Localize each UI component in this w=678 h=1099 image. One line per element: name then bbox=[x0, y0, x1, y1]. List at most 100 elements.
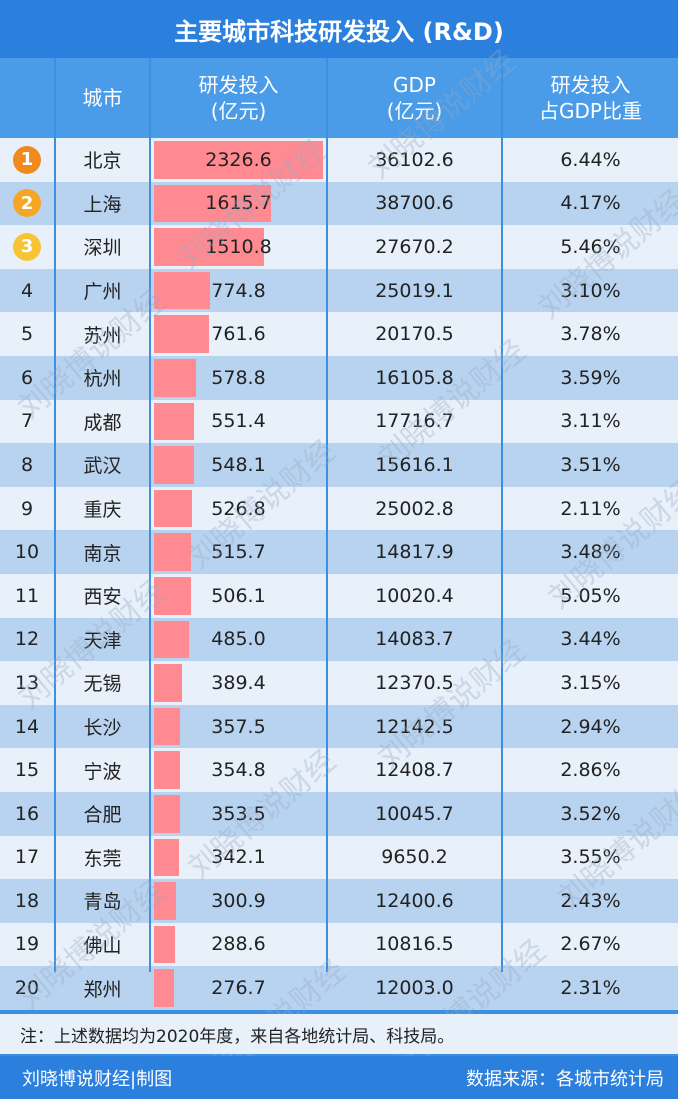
gdp-cell: 12370.5 bbox=[375, 671, 454, 694]
city-cell: 苏州 bbox=[83, 324, 122, 347]
rd-value-label: 354.8 bbox=[211, 759, 266, 782]
rd-value-label: 761.6 bbox=[211, 323, 266, 346]
rd-value-label: 578.8 bbox=[211, 366, 266, 389]
city-cell: 青岛 bbox=[83, 891, 122, 914]
gdp-cell: 12408.7 bbox=[375, 759, 454, 782]
rank-medal-icon: 3 bbox=[13, 232, 41, 261]
rank-cell: 10 bbox=[14, 541, 40, 564]
rank-cell: 15 bbox=[14, 759, 40, 782]
rd-cell: 357.5 bbox=[151, 705, 326, 749]
table-row: 4 广州 774.8 25019.1 3.10% bbox=[0, 268, 678, 313]
ratio-cell: 3.59% bbox=[560, 366, 621, 389]
data-table: 城市 研发投入 (亿元) GDP (亿元) 研发投入 占GDP比重 1 北京 232… bbox=[0, 58, 678, 1010]
rd-bar bbox=[154, 838, 179, 877]
city-cell: 合肥 bbox=[83, 804, 122, 827]
column-divider bbox=[326, 58, 328, 972]
gdp-cell: 10816.5 bbox=[375, 933, 454, 956]
ratio-cell: 2.86% bbox=[560, 759, 621, 782]
rd-value-label: 1510.8 bbox=[205, 235, 272, 258]
header-ratio-line2: 占GDP比重 bbox=[539, 99, 642, 123]
rd-value-label: 389.4 bbox=[211, 671, 266, 694]
header-gdp-line1: GDP bbox=[393, 73, 436, 97]
ratio-cell: 6.44% bbox=[560, 148, 621, 171]
gdp-cell: 10045.7 bbox=[375, 802, 454, 825]
table-row: 18 青岛 300.9 12400.6 2.43% bbox=[0, 879, 678, 923]
footer-source: 数据来源：各城市统计局 bbox=[466, 1068, 664, 1090]
ratio-cell: 3.15% bbox=[560, 671, 621, 694]
gdp-cell: 12003.0 bbox=[375, 977, 454, 1000]
rd-bar bbox=[154, 751, 180, 789]
rd-cell: 506.1 bbox=[151, 574, 326, 618]
ratio-cell: 5.05% bbox=[560, 584, 621, 607]
gdp-cell: 25019.1 bbox=[375, 279, 454, 302]
rank-cell: 6 bbox=[20, 366, 34, 389]
rank-cell: 5 bbox=[20, 323, 34, 346]
city-cell: 上海 bbox=[83, 193, 122, 216]
ratio-cell: 3.10% bbox=[560, 279, 621, 302]
city-cell: 天津 bbox=[83, 629, 122, 652]
ratio-cell: 3.55% bbox=[560, 846, 621, 869]
rank-cell: 13 bbox=[14, 671, 40, 694]
ratio-cell: 2.31% bbox=[560, 977, 621, 1000]
city-cell: 深圳 bbox=[83, 237, 122, 260]
table-row: 6 杭州 578.8 16105.8 3.59% bbox=[0, 355, 678, 400]
rd-value-label: 515.7 bbox=[211, 541, 266, 564]
chart-title: 主要城市科技研发投入 (R&D) bbox=[0, 0, 678, 58]
gdp-cell: 12400.6 bbox=[375, 889, 454, 912]
rd-cell: 353.5 bbox=[151, 792, 326, 836]
ratio-cell: 3.11% bbox=[560, 410, 621, 433]
rd-bar bbox=[154, 141, 323, 179]
rd-value-label: 548.1 bbox=[211, 453, 266, 476]
rd-value-label: 551.4 bbox=[211, 410, 266, 433]
rd-value-label: 353.5 bbox=[211, 802, 266, 825]
rank-medal-icon: 1 bbox=[13, 145, 41, 174]
header-rank bbox=[0, 58, 54, 138]
gdp-cell: 20170.5 bbox=[375, 323, 454, 346]
table-row: 5 苏州 761.6 20170.5 3.78% bbox=[0, 312, 678, 356]
rd-cell: 578.8 bbox=[151, 356, 326, 400]
rd-bar bbox=[154, 620, 190, 659]
city-cell: 南京 bbox=[83, 542, 122, 565]
rd-cell: 551.4 bbox=[151, 400, 326, 444]
city-cell: 杭州 bbox=[83, 368, 122, 391]
rd-cell: 389.4 bbox=[151, 661, 326, 705]
ratio-cell: 2.11% bbox=[560, 497, 621, 520]
rank-cell: 2 bbox=[0, 182, 54, 226]
rank-cell: 3 bbox=[0, 225, 54, 269]
rd-bar bbox=[154, 402, 195, 441]
city-cell: 北京 bbox=[83, 150, 122, 173]
gdp-cell: 36102.6 bbox=[375, 148, 454, 171]
gdp-cell: 16105.8 bbox=[375, 366, 454, 389]
city-cell: 西安 bbox=[83, 586, 122, 609]
rd-bar bbox=[154, 969, 175, 1007]
rd-bar bbox=[154, 184, 272, 223]
rd-bar bbox=[154, 707, 180, 746]
ratio-cell: 3.51% bbox=[560, 453, 621, 476]
rd-cell: 354.8 bbox=[151, 748, 326, 792]
rd-cell: 2326.6 bbox=[151, 138, 326, 182]
footer-credit: 刘晓博说财经|制图 bbox=[22, 1068, 173, 1090]
gdp-cell: 17716.7 bbox=[375, 410, 454, 433]
header-gdp-line2: (亿元) bbox=[386, 99, 443, 123]
rd-bar bbox=[154, 228, 264, 266]
table-row: 7 成都 551.4 17716.7 3.11% bbox=[0, 399, 678, 444]
city-cell: 广州 bbox=[83, 281, 122, 304]
rank-cell: 19 bbox=[14, 933, 40, 956]
header-gdp: GDP (亿元) bbox=[328, 58, 501, 138]
rd-cell: 526.8 bbox=[151, 487, 326, 531]
rank-cell: 16 bbox=[14, 802, 40, 825]
city-cell: 重庆 bbox=[83, 499, 122, 522]
rd-bar bbox=[154, 925, 175, 964]
rank-cell: 9 bbox=[20, 497, 34, 520]
city-cell: 佛山 bbox=[83, 934, 122, 957]
rd-cell: 288.6 bbox=[151, 923, 326, 967]
rd-bar bbox=[154, 315, 210, 353]
gdp-cell: 14083.7 bbox=[375, 628, 454, 651]
rd-value-label: 288.6 bbox=[211, 933, 266, 956]
gdp-cell: 14817.9 bbox=[375, 541, 454, 564]
rank-cell: 14 bbox=[14, 715, 40, 738]
rank-cell: 11 bbox=[14, 584, 40, 607]
rd-bar bbox=[154, 271, 211, 310]
rd-bar bbox=[154, 882, 176, 920]
rd-bar bbox=[154, 664, 183, 702]
